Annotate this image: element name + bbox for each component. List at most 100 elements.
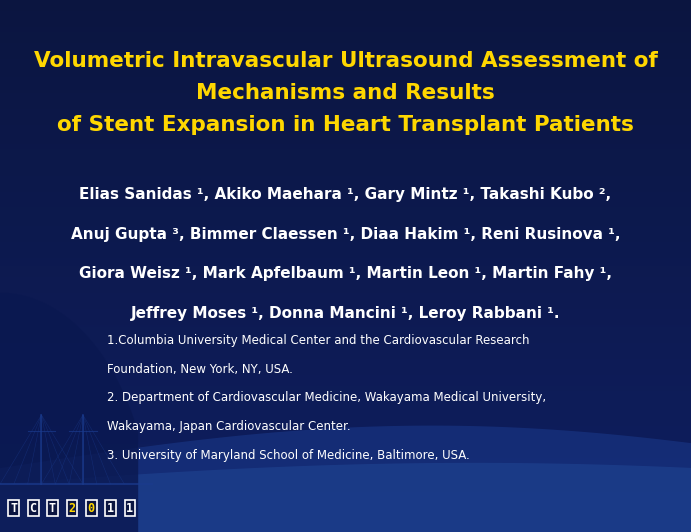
Bar — [0, 505, 691, 508]
Polygon shape — [0, 463, 691, 532]
Bar — [0, 348, 691, 351]
Bar — [0, 436, 691, 439]
Bar — [0, 24, 691, 27]
Bar — [0, 415, 691, 418]
Bar — [0, 29, 691, 32]
Bar — [0, 338, 691, 340]
Bar — [0, 359, 691, 362]
Text: Foundation, New York, NY, USA.: Foundation, New York, NY, USA. — [107, 363, 293, 376]
Bar — [0, 144, 691, 146]
Bar — [0, 13, 691, 16]
Bar — [0, 120, 691, 122]
Bar — [0, 301, 691, 303]
Bar — [0, 106, 691, 109]
Text: 1: 1 — [107, 502, 114, 514]
Text: T: T — [49, 502, 56, 514]
Bar — [0, 269, 691, 271]
Text: Anuj Gupta ³, Bimmer Claessen ¹, Diaa Hakim ¹, Reni Rusinova ¹,: Anuj Gupta ³, Bimmer Claessen ¹, Diaa Ha… — [70, 227, 621, 242]
Bar — [0, 362, 691, 364]
Bar — [0, 399, 691, 402]
Bar — [0, 64, 691, 66]
Bar — [0, 8, 691, 11]
Bar — [0, 378, 691, 380]
Bar — [0, 128, 691, 130]
Bar — [0, 306, 691, 309]
Bar — [0, 202, 691, 205]
Bar — [0, 37, 691, 40]
Bar — [0, 364, 691, 367]
Bar — [0, 186, 691, 189]
Bar — [0, 117, 691, 120]
Bar — [0, 255, 691, 258]
Polygon shape — [0, 293, 138, 532]
Bar — [0, 160, 691, 162]
Bar — [0, 32, 691, 35]
Bar — [0, 263, 691, 266]
Bar — [0, 295, 691, 298]
Bar — [0, 370, 691, 372]
Bar — [0, 343, 691, 346]
Bar — [0, 205, 691, 207]
Bar — [0, 250, 691, 253]
Bar — [0, 298, 691, 301]
Bar — [0, 90, 691, 93]
Bar — [0, 245, 691, 247]
Bar — [0, 319, 691, 322]
Bar — [0, 192, 691, 194]
Bar — [0, 69, 691, 72]
Text: 1: 1 — [126, 502, 133, 514]
Bar — [0, 412, 691, 415]
Bar — [0, 176, 691, 178]
Bar — [0, 72, 691, 74]
Bar — [0, 104, 691, 106]
Bar — [0, 279, 691, 282]
Bar — [0, 242, 691, 245]
Bar — [0, 229, 691, 231]
Bar — [0, 170, 691, 173]
Bar — [0, 290, 691, 293]
Bar — [0, 458, 691, 460]
Bar — [0, 0, 691, 3]
Bar — [0, 66, 691, 69]
Bar — [0, 516, 691, 519]
Bar — [0, 314, 691, 317]
Bar — [0, 157, 691, 160]
Bar — [0, 450, 691, 452]
Text: 2: 2 — [68, 502, 75, 514]
Bar — [0, 322, 691, 325]
Bar — [0, 375, 691, 378]
Bar — [0, 519, 691, 521]
Bar — [0, 80, 691, 82]
Bar — [0, 35, 691, 37]
Bar — [0, 154, 691, 157]
Bar — [0, 96, 691, 98]
Bar — [0, 48, 691, 51]
Bar — [0, 98, 691, 101]
Bar — [0, 356, 691, 359]
Bar — [0, 266, 691, 269]
Text: Giora Weisz ¹, Mark Apfelbaum ¹, Martin Leon ¹, Martin Fahy ¹,: Giora Weisz ¹, Mark Apfelbaum ¹, Martin … — [79, 267, 612, 281]
Bar — [0, 471, 691, 473]
Bar — [0, 380, 691, 383]
Bar — [0, 394, 691, 396]
Bar — [0, 492, 691, 495]
Text: of Stent Expansion in Heart Transplant Patients: of Stent Expansion in Heart Transplant P… — [57, 115, 634, 135]
Bar — [0, 213, 691, 215]
Text: Elias Sanidas ¹, Akiko Maehara ¹, Gary Mintz ¹, Takashi Kubo ²,: Elias Sanidas ¹, Akiko Maehara ¹, Gary M… — [79, 187, 612, 202]
Bar — [0, 112, 691, 114]
Bar — [0, 481, 691, 484]
Bar — [0, 287, 691, 290]
Bar — [0, 11, 691, 13]
Bar — [0, 511, 691, 513]
Bar — [0, 136, 691, 138]
Bar — [0, 444, 691, 447]
Bar — [0, 215, 691, 218]
Bar — [0, 133, 691, 136]
Bar — [0, 61, 691, 64]
Bar — [0, 434, 691, 436]
Bar — [0, 56, 691, 59]
Bar — [0, 218, 691, 221]
Bar — [0, 16, 691, 19]
Bar — [0, 309, 691, 311]
Bar — [0, 5, 691, 8]
